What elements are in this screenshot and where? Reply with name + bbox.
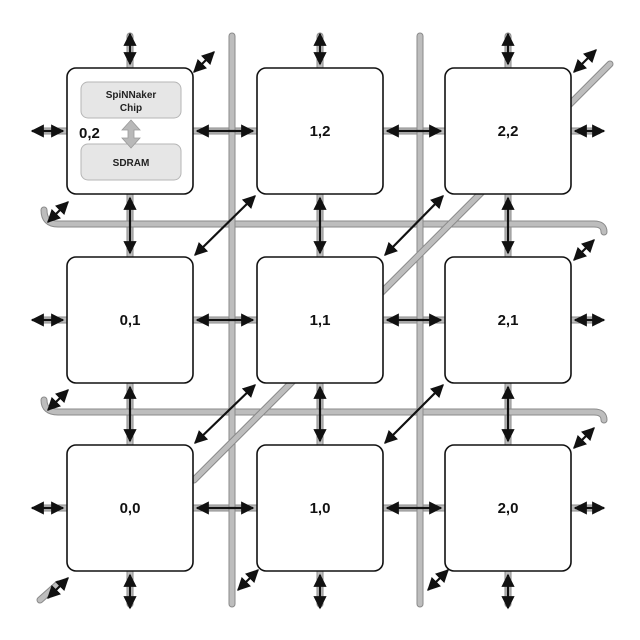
chip-grid: SpiNNaker Chip SDRAM 0,2 1,2 2,2 0,1 1,1 2,1 0,0 1… [66, 67, 572, 572]
link-diag-2 [194, 384, 256, 444]
chip-1-1: 1,1 [256, 256, 384, 384]
link-diag-stub-6 [47, 577, 69, 599]
chip-links [30, 32, 606, 610]
chip-box [444, 444, 572, 572]
chip-box [256, 444, 384, 572]
chip-1-0: 1,0 [256, 444, 384, 572]
link-diag-stub-4 [47, 389, 69, 411]
chip-1-2: 1,2 [256, 67, 384, 195]
chip-id-label: 1,0 [310, 500, 331, 517]
link-diag-stub-7 [237, 569, 259, 591]
link-diag-stub-2 [47, 201, 69, 223]
chip-box [256, 67, 384, 195]
link-diag-stub-1 [573, 49, 597, 73]
chip-id-label: 2,1 [498, 312, 519, 329]
chip-id-label: 1,1 [310, 312, 331, 329]
chip-id-label: 2,0 [498, 500, 519, 517]
chip-box [444, 256, 572, 384]
chip-2-1: 2,1 [444, 256, 572, 384]
processor-box [80, 81, 182, 119]
chip-0-1: 0,1 [66, 256, 194, 384]
chip-2-0: 2,0 [444, 444, 572, 572]
link-diag-stub-8 [427, 569, 449, 591]
processor-label-line2: Chip [120, 103, 142, 114]
chip-id-label: 0,0 [120, 500, 141, 517]
chip-box [256, 256, 384, 384]
chip-0-2: SpiNNaker Chip SDRAM 0,2 [66, 67, 194, 195]
chip-id-label: 0,1 [120, 312, 141, 329]
chip-box [66, 256, 194, 384]
link-diag-0 [194, 195, 256, 256]
link-diag-stub-5 [573, 427, 595, 449]
memory-bus-arrow [121, 119, 141, 149]
processor-label-line1: SpiNNaker [106, 90, 157, 101]
link-diag-stub-3 [573, 239, 595, 261]
chip-0-0: 0,0 [66, 444, 194, 572]
link-diag-1 [384, 195, 444, 256]
chip-box [66, 444, 194, 572]
chip-2-2: 2,2 [444, 67, 572, 195]
link-diag-3 [384, 384, 444, 444]
sdram-label: SDRAM [113, 158, 150, 169]
chip-id-label: 2,2 [498, 123, 519, 140]
chip-box [444, 67, 572, 195]
link-diag-stub-0 [193, 51, 215, 73]
chip-id-label: 1,2 [310, 123, 331, 140]
chip-id-label: 0,2 [79, 125, 100, 142]
